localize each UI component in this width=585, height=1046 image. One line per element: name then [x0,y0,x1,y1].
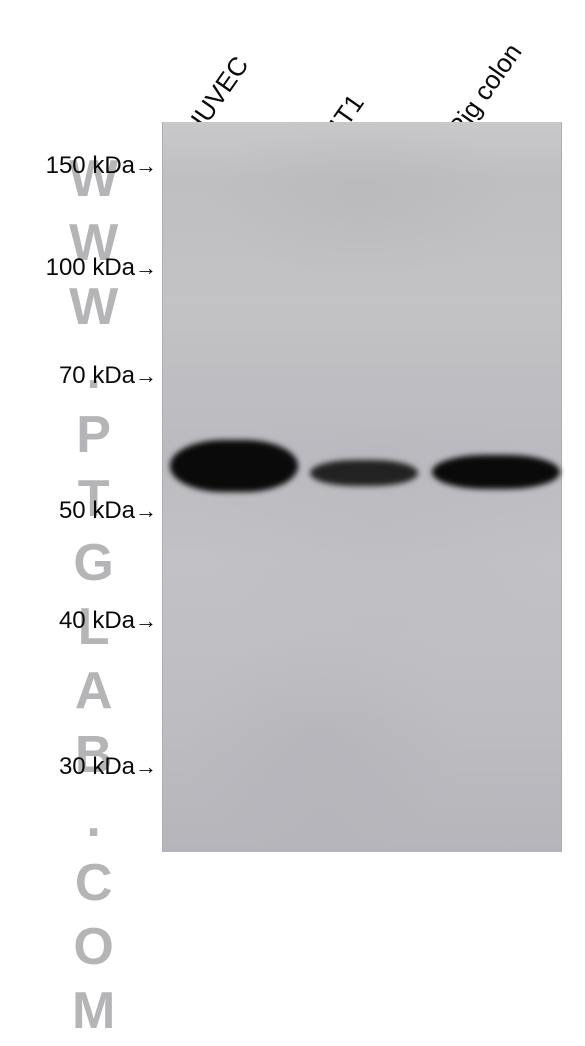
blot-figure: WWW.PTGLAB.COM HUVEC 4T1 Pig colon 150 k… [0,0,585,870]
marker-150kda: 150 kDa→ [46,152,157,180]
marker-text: 100 kDa [46,254,135,281]
marker-40kda: 40 kDa→ [59,607,157,635]
band-pig-colon [432,455,560,489]
marker-text: 40 kDa [59,607,135,634]
marker-100kda: 100 kDa→ [46,254,157,282]
arrow-icon: → [135,498,157,523]
band-4t1 [310,460,418,486]
arrow-icon: → [135,255,157,280]
arrow-icon: → [135,363,157,388]
arrow-icon: → [135,153,157,178]
marker-text: 70 kDa [59,362,135,389]
marker-text: 150 kDa [46,152,135,179]
arrow-icon: → [135,608,157,633]
band-huvec [170,440,298,492]
arrow-icon: → [135,754,157,779]
marker-50kda: 50 kDa→ [59,497,157,525]
marker-text: 50 kDa [59,497,135,524]
watermark-text: WWW.PTGLAB.COM [72,150,115,1046]
marker-text: 30 kDa [59,753,135,780]
marker-70kda: 70 kDa→ [59,362,157,390]
marker-30kda: 30 kDa→ [59,753,157,781]
